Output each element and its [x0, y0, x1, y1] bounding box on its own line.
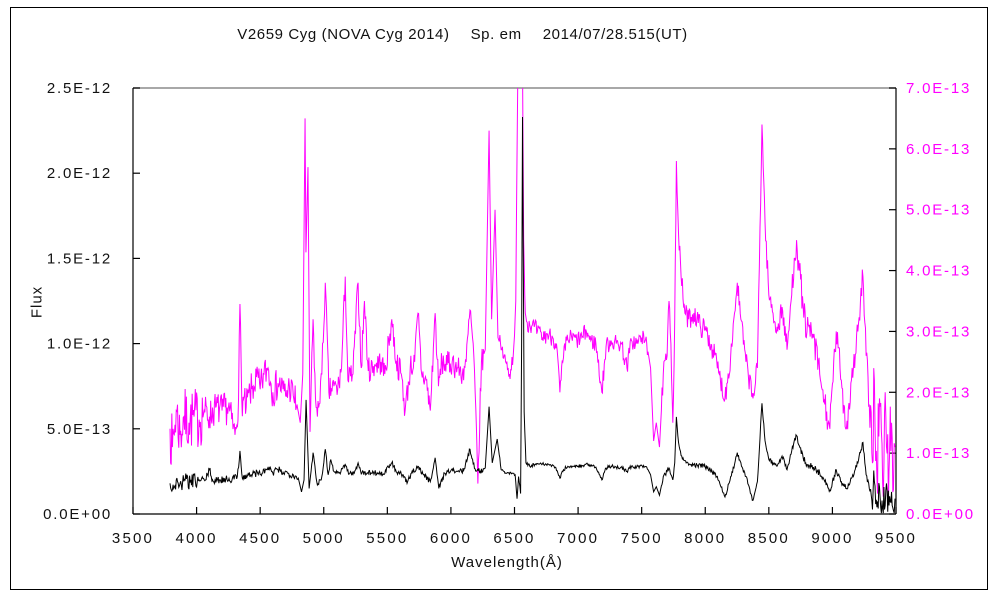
- left-tick-label: 1.0E-12: [47, 336, 112, 353]
- x-tick-label: 9000: [811, 530, 853, 547]
- x-tick-label: 5000: [303, 530, 345, 547]
- right-tick-label: 5.0E-13: [906, 202, 971, 219]
- left-tick-label: 2.0E-12: [47, 165, 112, 182]
- right-tick-label: 1.0E-13: [906, 445, 971, 462]
- x-tick-label: 5500: [366, 530, 408, 547]
- title-obs-type: Sp. em: [470, 26, 522, 43]
- right-tick-label: 2.0E-13: [906, 384, 971, 401]
- spectrum-magenta: [169, 88, 896, 504]
- x-tick-label: 8500: [748, 530, 790, 547]
- x-tick-label: 4500: [239, 530, 281, 547]
- x-tick-label: 9500: [875, 530, 917, 547]
- x-tick-label: 4000: [175, 530, 217, 547]
- x-tick-label: 7000: [557, 530, 599, 547]
- x-tick-label: 3500: [112, 530, 154, 547]
- left-tick-label: 0.0E+00: [43, 506, 112, 523]
- chart-title: V2659 Cyg (NOVA Cyg 2014) Sp. em 2014/07…: [0, 26, 925, 43]
- x-tick-label: 6500: [493, 530, 535, 547]
- x-tick-label: 6000: [430, 530, 472, 547]
- title-obs-date: 2014/07/28.515(UT): [542, 26, 688, 43]
- spectrum-black: [169, 116, 896, 514]
- right-tick-label: 3.0E-13: [906, 323, 971, 340]
- x-axis-title: Wavelength(Å): [451, 554, 563, 571]
- x-tick-label: 8000: [684, 530, 726, 547]
- right-tick-label: 0.0E+00: [906, 506, 975, 523]
- left-tick-label: 1.5E-12: [47, 250, 112, 267]
- left-tick-label: 2.5E-12: [47, 80, 112, 97]
- left-axis-title: Flux: [28, 285, 46, 319]
- right-tick-label: 6.0E-13: [906, 141, 971, 158]
- left-tick-label: 5.0E-13: [47, 421, 112, 438]
- right-tick-label: 7.0E-13: [906, 80, 971, 97]
- right-tick-label: 4.0E-13: [906, 263, 971, 280]
- title-object-name: V2659 Cyg (NOVA Cyg 2014): [237, 26, 450, 43]
- x-tick-label: 7500: [621, 530, 663, 547]
